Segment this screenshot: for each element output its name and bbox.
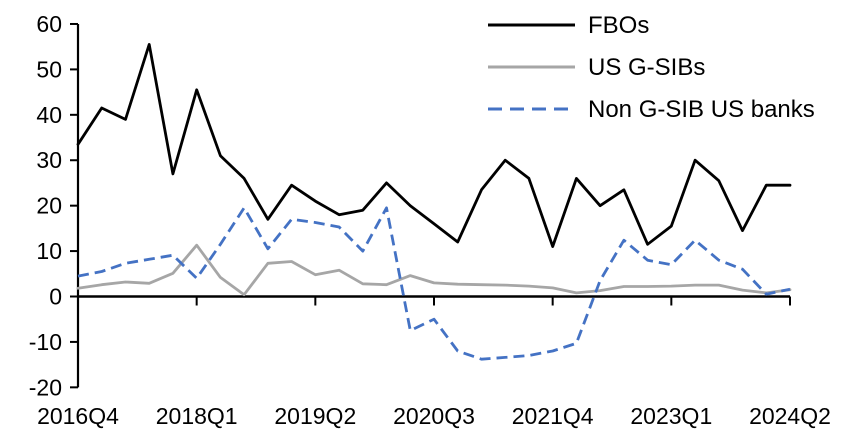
series-lines: [76, 43, 792, 361]
x-tick-label: 2018Q1: [156, 403, 238, 429]
x-tick-label: 2021Q4: [512, 403, 594, 429]
y-tick-label: -10: [29, 329, 62, 355]
y-tick-label: -20: [29, 374, 62, 400]
y-tick-label: 20: [36, 193, 62, 219]
legend-label-us-gsibs: US G-SIBs: [588, 54, 705, 81]
y-axis-tick-labels: 60 50 40 30 20 10 0 -10 -20: [29, 11, 62, 400]
legend: FBOs US G-SIBs Non G-SIB US banks: [488, 12, 815, 123]
series-line-fbos: [76, 43, 792, 248]
x-tick-label: 2023Q1: [630, 403, 712, 429]
legend-row-non-gsib: Non G-SIB US banks: [488, 96, 815, 123]
y-tick-label: 60: [36, 11, 62, 37]
series-line-us-g-sibs: [76, 243, 792, 297]
y-tick-label: 30: [36, 147, 62, 173]
y-tick-label: 0: [49, 284, 62, 310]
legend-row-us-gsibs: US G-SIBs: [488, 54, 705, 81]
legend-row-fbos: FBOs: [488, 12, 649, 39]
x-tick-label: 2020Q3: [393, 403, 475, 429]
series-line-non-g-sib-us-banks: [77, 206, 791, 361]
legend-label-fbos: FBOs: [588, 12, 649, 39]
x-tick-label: 2024Q2: [749, 403, 831, 429]
x-axis-tick-labels: 2016Q4 2018Q1 2019Q2 2020Q3 2021Q4 2023Q1 2024…: [37, 403, 831, 429]
y-tick-label: 50: [36, 56, 62, 82]
axes: [70, 22, 791, 389]
y-tick-label: 10: [36, 238, 62, 264]
legend-label-non-gsib: Non G-SIB US banks: [588, 96, 815, 123]
x-tick-label: 2019Q2: [274, 403, 356, 429]
x-tick-label: 2016Q4: [37, 403, 119, 429]
y-tick-label: 40: [36, 102, 62, 128]
